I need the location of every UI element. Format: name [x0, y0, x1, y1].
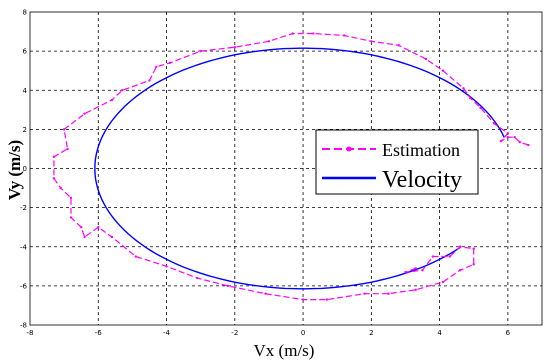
- x-tick-label: -6: [95, 329, 103, 337]
- series-estimation-point: [226, 284, 230, 288]
- series-estimation-point: [414, 288, 417, 291]
- series-estimation-point: [518, 140, 522, 144]
- y-tick-label: -2: [20, 204, 27, 212]
- x-tick-label: -8: [27, 329, 34, 337]
- series-estimation-point: [458, 245, 462, 248]
- series-estimation-point: [69, 196, 73, 200]
- series-estimation-point: [196, 276, 199, 280]
- series-estimation-point: [97, 225, 100, 229]
- series-estimation-point: [506, 136, 510, 139]
- ticks: -8 -6 -4 -2 0 2 4 6 -8 -6 -4 -2 0 2 4 6 8: [20, 9, 511, 338]
- y-axis-label: Vy (m/s): [5, 140, 24, 200]
- series-estimation-point: [325, 298, 329, 301]
- x-tick-label: 2: [369, 329, 373, 337]
- legend-estimation-label: Estimation: [382, 140, 460, 160]
- series-layer: [52, 32, 530, 301]
- series-estimation-point: [397, 44, 400, 47]
- y-tick-label: -6: [20, 282, 28, 290]
- x-tick-label: 4: [437, 329, 442, 337]
- series-estimation-point: [513, 136, 516, 139]
- series-estimation-point: [479, 106, 482, 110]
- series-estimation-point: [441, 280, 445, 284]
- series-estimation-point: [120, 89, 124, 92]
- series-estimation-point: [69, 216, 73, 219]
- series-estimation-point: [387, 292, 390, 295]
- series-estimation-point: [363, 292, 366, 295]
- series-estimation-point: [462, 87, 465, 90]
- series-estimation-point: [267, 40, 271, 43]
- series-estimation-point: [472, 263, 475, 266]
- y-tick-label: 4: [23, 87, 28, 95]
- series-estimation-point: [312, 32, 315, 35]
- series-estimation-point: [431, 255, 434, 258]
- series-estimation-point: [62, 128, 66, 131]
- x-tick-label: -2: [231, 329, 238, 337]
- series-estimation-point: [424, 57, 428, 61]
- series-estimation-point: [499, 139, 503, 143]
- series-estimation-point: [52, 177, 56, 180]
- series-estimation-point: [527, 143, 530, 147]
- series-estimation-point: [291, 32, 295, 35]
- series-estimation-point: [301, 298, 305, 301]
- series-estimation-point: [148, 79, 151, 82]
- series-estimation-point: [448, 255, 452, 258]
- y-tick-label: -8: [20, 322, 27, 330]
- series-estimation-point: [110, 98, 114, 102]
- series-estimation-point: [472, 247, 475, 250]
- series-estimation-point: [370, 40, 373, 43]
- x-tick-label: 0: [301, 329, 305, 337]
- series-estimation-point: [469, 96, 472, 100]
- series-estimation-point: [168, 61, 172, 65]
- y-tick-label: -4: [20, 243, 28, 251]
- series-estimation-point: [233, 46, 236, 49]
- series-estimation-point: [342, 34, 346, 37]
- y-tick-label: 0: [23, 165, 27, 173]
- series-estimation-point: [80, 225, 83, 229]
- grid: [30, 12, 542, 325]
- series-estimation-point: [441, 69, 445, 72]
- legend-estimation-marker: [346, 146, 352, 152]
- series-estimation-point: [83, 235, 86, 239]
- series-estimation-point: [493, 122, 496, 125]
- series-estimation-point: [59, 186, 62, 190]
- series-estimation-point: [264, 292, 267, 295]
- series-estimation-point: [414, 267, 417, 270]
- x-axis-label: Vx (m/s): [254, 341, 315, 360]
- series-estimation-point: [52, 155, 56, 158]
- legend-box: [315, 129, 479, 195]
- legend: Estimation Velocity: [315, 129, 479, 195]
- series-estimation-point: [458, 269, 462, 272]
- series-estimation-point: [83, 112, 86, 115]
- series-estimation-point: [110, 235, 114, 239]
- series-estimation-point: [404, 270, 407, 274]
- x-tick-label: -4: [163, 329, 171, 337]
- series-estimation-point: [506, 132, 510, 135]
- series-velocity-line: [94, 47, 505, 290]
- series-estimation-point: [165, 265, 168, 268]
- y-tick-label: 2: [23, 126, 27, 134]
- y-tick-label: 6: [23, 48, 28, 56]
- series-estimation-point: [134, 255, 138, 258]
- y-tick-label: 8: [23, 9, 27, 17]
- series-estimation-point: [66, 147, 69, 151]
- series-estimation-point: [199, 49, 202, 53]
- x-tick-label: 6: [506, 329, 511, 337]
- series-estimation-point: [155, 65, 158, 68]
- legend-velocity-label: Velocity: [382, 167, 462, 193]
- series-estimation-point: [421, 269, 424, 272]
